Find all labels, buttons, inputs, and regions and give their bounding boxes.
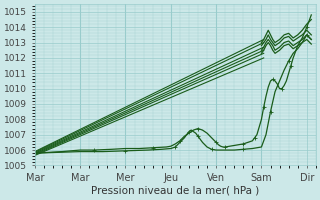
X-axis label: Pression niveau de la mer( hPa ): Pression niveau de la mer( hPa ) xyxy=(91,186,260,196)
